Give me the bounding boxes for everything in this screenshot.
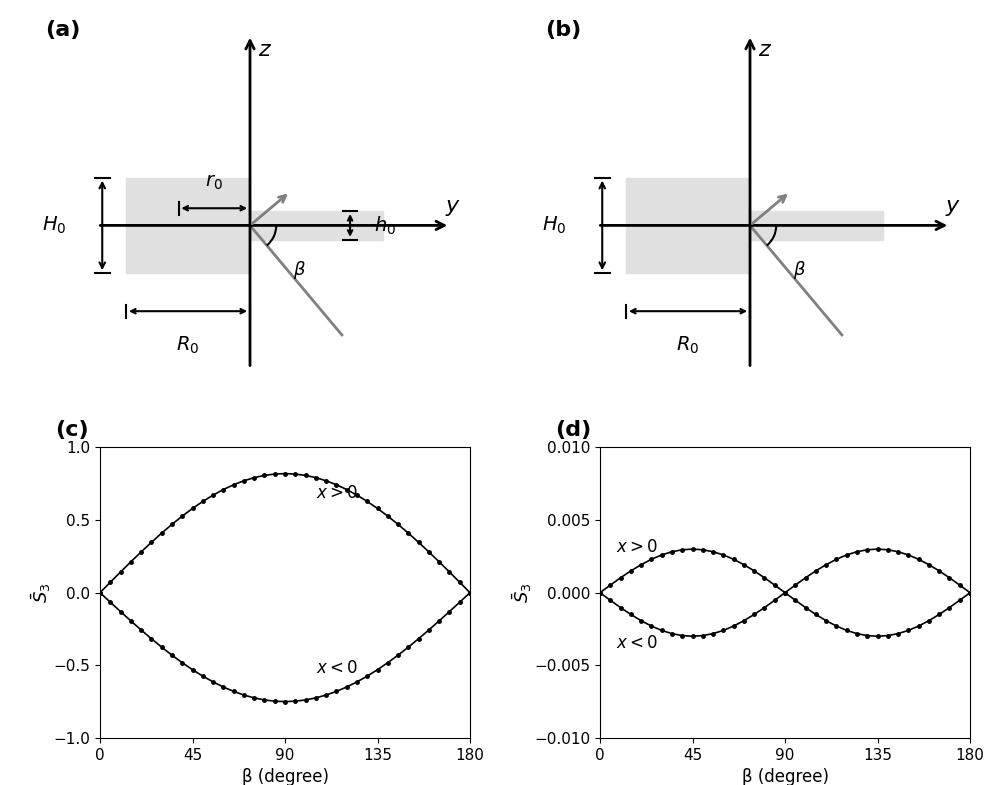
Bar xyxy=(250,211,383,239)
Text: (b): (b) xyxy=(545,20,581,41)
Text: $H_0$: $H_0$ xyxy=(42,215,67,236)
Text: (a): (a) xyxy=(45,20,80,41)
Y-axis label: $\bar{S}_3$: $\bar{S}_3$ xyxy=(511,582,534,603)
Bar xyxy=(126,177,250,273)
Text: $x < 0$: $x < 0$ xyxy=(616,633,659,652)
Bar xyxy=(626,177,750,273)
Text: (c): (c) xyxy=(55,420,89,440)
Text: $R_0$: $R_0$ xyxy=(176,335,200,356)
Text: $R_0$: $R_0$ xyxy=(676,335,700,356)
Text: $z$: $z$ xyxy=(258,39,272,60)
Text: $z$: $z$ xyxy=(758,39,772,60)
Text: $y$: $y$ xyxy=(445,198,461,217)
Text: $\beta$: $\beta$ xyxy=(293,259,306,281)
Text: $y$: $y$ xyxy=(945,198,961,217)
Text: $x > 0$: $x > 0$ xyxy=(316,484,358,502)
Y-axis label: $\bar{S}_3$: $\bar{S}_3$ xyxy=(30,582,53,603)
X-axis label: β (degree): β (degree) xyxy=(242,769,328,785)
Bar xyxy=(750,211,883,239)
Text: (d): (d) xyxy=(555,420,591,440)
Text: $\beta$: $\beta$ xyxy=(793,259,806,281)
X-axis label: β (degree): β (degree) xyxy=(742,769,828,785)
Text: $H_0$: $H_0$ xyxy=(542,215,567,236)
Text: $x > 0$: $x > 0$ xyxy=(616,538,659,556)
Text: $h_0$: $h_0$ xyxy=(374,214,396,236)
Text: $x < 0$: $x < 0$ xyxy=(316,659,358,677)
Text: $r_0$: $r_0$ xyxy=(205,173,223,192)
